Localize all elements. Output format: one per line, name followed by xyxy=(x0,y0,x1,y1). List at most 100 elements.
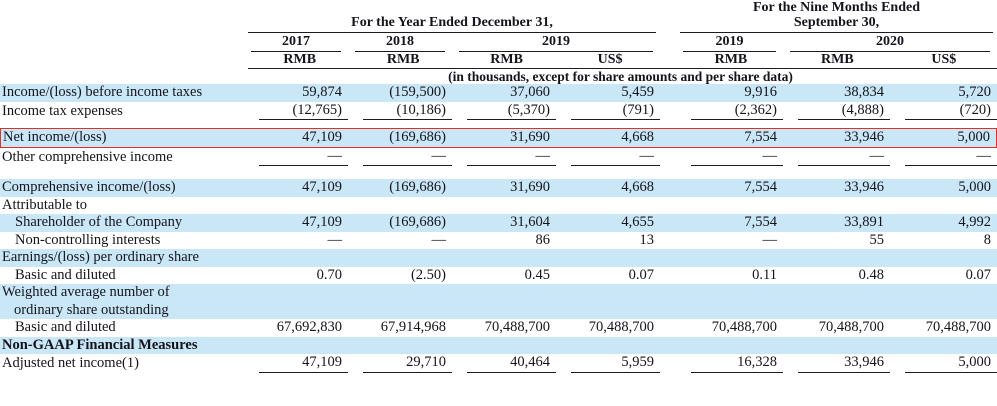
cell-value: (791) xyxy=(556,102,660,120)
cell-value: 70,488,700 xyxy=(452,319,556,337)
header-spacer xyxy=(0,52,244,69)
row-label: Other comprehensive income xyxy=(0,148,244,167)
cell-value: (2,362) xyxy=(676,102,783,120)
cell-value: 33,946 xyxy=(783,354,890,373)
table-row: Comprehensive income/(loss) 47,109 (169,68… xyxy=(0,179,997,197)
cell-value xyxy=(244,337,348,355)
cell-value-text: 40,464 xyxy=(467,354,556,373)
table-body: Income/(loss) before income taxes 59,874 (… xyxy=(0,84,997,373)
cell-value: 59,874 xyxy=(244,84,348,102)
table-row: Earnings/(loss) per ordinary share xyxy=(0,249,997,267)
row-label-text: Other comprehensive income xyxy=(2,148,173,165)
cell-value: — xyxy=(244,148,348,166)
cell-value-text: 70,488,700 xyxy=(588,319,654,335)
cell-value-text: 47,109 xyxy=(259,354,348,373)
cell-value-text: 33,946 xyxy=(798,354,890,373)
row-label: Basic and diluted xyxy=(0,319,244,337)
cell-value-text: 5,959 xyxy=(571,354,660,373)
cell-value: 86 xyxy=(452,232,556,250)
cell-value-text: 8 xyxy=(983,231,991,248)
cell-value-text: 4,668 xyxy=(621,179,654,195)
cell-value-text: 4,668 xyxy=(621,129,654,145)
cell-value-text: — xyxy=(691,148,783,166)
row-label-text: Basic and diluted xyxy=(15,266,116,283)
row-label-text: Adjusted net income(1) xyxy=(2,355,139,371)
column-gap xyxy=(660,284,676,319)
cell-value: — xyxy=(890,148,997,166)
row-label: Income/(loss) before income taxes xyxy=(0,84,244,102)
cell-value-text: (5,370) xyxy=(467,102,556,120)
cell-value: 33,891 xyxy=(783,214,890,232)
cell-value: (169,686) xyxy=(348,128,452,148)
cell-value-text: 67,914,968 xyxy=(380,319,446,335)
cell-value-text: 70,488,700 xyxy=(711,319,777,335)
cell-value xyxy=(783,284,890,319)
cell-value: 31,604 xyxy=(452,214,556,232)
cell-value-text: 5,000 xyxy=(905,354,997,373)
cell-value-text: 31,604 xyxy=(510,214,550,230)
cell-value-text: 0.48 xyxy=(858,266,884,283)
column-gap xyxy=(660,232,676,250)
cell-value: 7,554 xyxy=(676,128,783,148)
cell-value: 5,959 xyxy=(556,354,660,373)
cell-value xyxy=(783,197,890,215)
column-gap xyxy=(660,267,676,285)
cell-value: 0.48 xyxy=(783,267,890,285)
unit-rmb-2019: RMB xyxy=(490,52,523,67)
cell-value-text: 47,109 xyxy=(302,214,342,230)
cell-value: 4,668 xyxy=(556,128,660,148)
row-label: Earnings/(loss) per ordinary share xyxy=(0,249,244,267)
column-gap xyxy=(660,319,676,337)
cell-value xyxy=(556,284,660,319)
cell-value xyxy=(452,337,556,355)
cell-value: 5,000 xyxy=(890,128,997,148)
cell-value: 4,668 xyxy=(556,179,660,197)
row-label: Comprehensive income/(loss) xyxy=(0,179,244,197)
col-group-year-ended-label: For the Year Ended December 31, xyxy=(248,15,656,33)
row-label: Adjusted net income(1) xyxy=(0,354,244,373)
cell-value-text: 29,710 xyxy=(363,354,452,373)
cell-value-text: (10,186) xyxy=(363,102,452,120)
cell-value: 70,488,700 xyxy=(556,319,660,337)
cell-value xyxy=(556,249,660,267)
cell-value-text: — xyxy=(327,231,343,248)
cell-value: 70,488,700 xyxy=(676,319,783,337)
column-gap xyxy=(660,148,676,167)
cell-value: 47,109 xyxy=(244,179,348,197)
cell-value xyxy=(556,197,660,215)
column-gap xyxy=(660,249,676,267)
cell-value-text: — xyxy=(571,148,660,166)
cell-value: 8 xyxy=(890,232,997,250)
cell-value-text: 33,891 xyxy=(844,214,884,230)
cell-value: — xyxy=(244,232,348,250)
column-gap xyxy=(660,33,676,52)
column-gap xyxy=(660,197,676,215)
unit-usd-2020: US$ xyxy=(931,52,957,67)
cell-value xyxy=(348,337,452,355)
table-row: Non-controlling interests — — 86 13 — 55 8 xyxy=(0,232,997,250)
cell-value-text: 70,488,700 xyxy=(818,319,884,335)
cell-value xyxy=(783,337,890,355)
header-group-row: For the Year Ended December 31, For the … xyxy=(0,0,997,33)
cell-value-text: (169,686) xyxy=(389,214,446,230)
cell-value: 67,692,830 xyxy=(244,319,348,337)
cell-value-text: — xyxy=(798,148,890,166)
cell-value-text: (159,500) xyxy=(389,84,446,100)
cell-value-text: 0.07 xyxy=(965,266,991,283)
row-label: Non-controlling interests xyxy=(0,232,244,250)
unit-rmb-2018: RMB xyxy=(386,52,420,67)
cell-value-text: (791) xyxy=(571,102,660,120)
row-label-text: Non-controlling interests xyxy=(15,231,161,248)
year-col-2019-interim: 2019 xyxy=(676,33,783,52)
row-label: Weighted average number of ordinary share… xyxy=(0,284,244,319)
cell-value: — xyxy=(783,148,890,166)
row-label-text: Weighted average number of xyxy=(2,284,170,300)
cell-value-text: 70,488,700 xyxy=(484,319,550,335)
cell-value-text: 4,992 xyxy=(958,214,991,230)
table-row: Income tax expenses (12,765) (10,186) (5,37… xyxy=(0,102,997,120)
cell-value-text: 5,459 xyxy=(621,84,654,100)
cell-value-text: 7,554 xyxy=(744,179,777,195)
cell-value-text: (4,888) xyxy=(798,102,890,120)
row-label: Shareholder of the Company xyxy=(0,214,244,232)
cell-value-text: 7,554 xyxy=(744,129,777,145)
